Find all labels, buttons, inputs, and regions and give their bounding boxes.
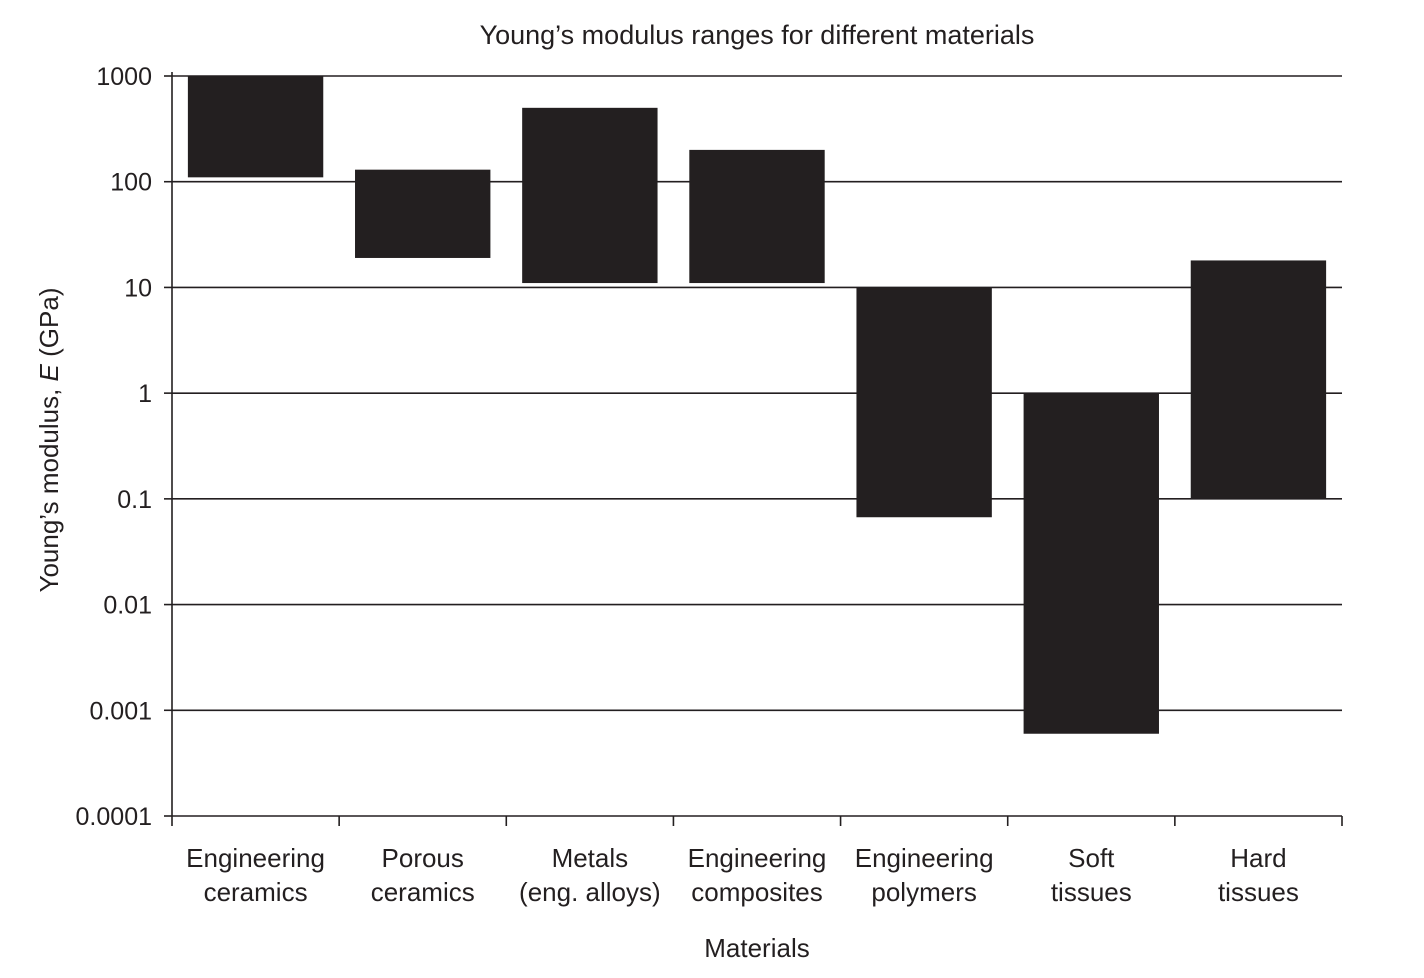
y-tick-label: 0.0001 [76,803,152,831]
bars [187,76,1327,734]
x-category-label: (eng. alloys) [519,877,661,907]
y-tick-labels: 1000 100 10 1 0.1 0.01 0.001 0.0001 [76,63,152,831]
x-category-label: tissues [1218,877,1299,907]
x-category-label: Porous [382,843,464,873]
range-bar [1023,393,1159,734]
axes [164,72,1343,826]
y-tick-label: 1000 [96,63,152,91]
x-category-label: Hard [1230,843,1286,873]
range-bar [1190,260,1327,499]
y-tick-label: 0.1 [117,486,152,514]
range-bar [355,169,491,258]
y-tick-label: 0.001 [89,697,152,725]
x-category-label: composites [691,877,823,907]
y-tick-label: 0.01 [103,592,152,620]
x-category-label: Metals [552,843,629,873]
x-category-label: ceramics [204,877,308,907]
x-category-label: Soft [1068,843,1115,873]
y-tick-label: 100 [110,169,152,197]
range-bar [856,287,992,518]
chart-title: Young’s modulus ranges for different mat… [480,20,1035,50]
y-tick-label: 1 [138,380,152,408]
x-category-label: Engineering [855,843,994,873]
x-category-label: Engineering [688,843,827,873]
y-axis-label-symbol: E [34,363,64,381]
y-axis-label: Young’s modulus, E (GPa) [34,288,64,593]
x-category-labels: Engineering ceramics Porous ceramics Metals (… [186,843,1299,907]
y-axis-label-prefix: Young’s modulus, [34,381,64,592]
x-category-label: polymers [871,877,976,907]
x-category-label: Engineering [186,843,325,873]
y-axis-label-suffix: (GPa) [34,288,64,365]
range-bar [522,107,658,284]
y-tick-label: 10 [124,274,152,302]
x-axis-label: Materials [704,933,809,963]
range-bar [689,149,825,284]
x-category-label: tissues [1051,877,1132,907]
range-bar [187,76,324,178]
x-category-label: ceramics [371,877,475,907]
